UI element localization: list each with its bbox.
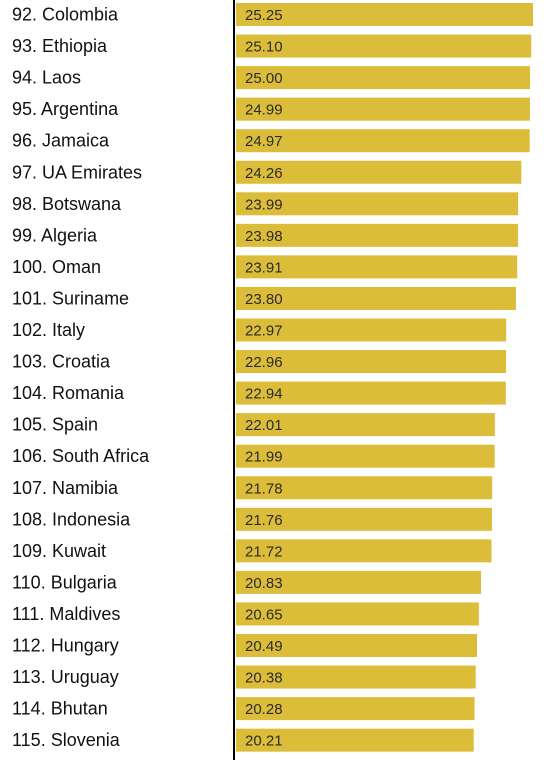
bar-value-label: 21.78 [245, 480, 283, 497]
bar-value-label: 25.00 [245, 70, 283, 87]
bar-value-label: 21.99 [245, 449, 283, 466]
bar-value-label: 20.38 [245, 670, 283, 687]
bar-value-label: 22.94 [245, 386, 283, 403]
bar [236, 192, 519, 216]
bar [236, 34, 532, 58]
category-label: 102. Italy [12, 320, 85, 340]
category-label: 97. UA Emirates [12, 162, 142, 182]
category-label: 92. Colombia [12, 5, 119, 25]
category-label: 106. South Africa [12, 446, 150, 466]
category-label: 112. Hungary [12, 636, 119, 656]
bar [236, 697, 475, 721]
bar-value-label: 23.99 [245, 196, 283, 213]
category-label: 107. Namibia [12, 478, 119, 498]
category-label: 111. Maldives [12, 604, 120, 624]
category-label: 94. Laos [12, 68, 81, 88]
bar [236, 223, 519, 247]
category-label: 100. Oman [12, 257, 101, 277]
bar-value-label: 25.10 [245, 39, 283, 56]
bar-value-label: 23.80 [245, 291, 283, 308]
bar [236, 728, 474, 752]
category-label: 96. Jamaica [12, 131, 110, 151]
category-label: 99. Algeria [12, 225, 98, 245]
bar [236, 444, 495, 468]
category-label: 115. Slovenia [12, 730, 121, 750]
bar [236, 634, 478, 657]
bar [236, 381, 506, 405]
bar [236, 413, 495, 437]
bar-value-label: 22.01 [245, 417, 283, 434]
bar [236, 66, 531, 90]
bar [236, 318, 507, 342]
bar [236, 97, 530, 121]
bar-value-label: 20.83 [245, 575, 283, 592]
bar [236, 570, 482, 594]
bar-value-label: 25.25 [245, 7, 283, 24]
bar-value-label: 24.26 [245, 165, 283, 182]
bar-value-label: 22.97 [245, 323, 283, 340]
bar [236, 476, 493, 500]
bar-value-label: 22.96 [245, 354, 283, 371]
bar-value-label: 24.99 [245, 102, 283, 119]
bar [236, 665, 476, 689]
bar [236, 539, 492, 563]
category-label: 93. Ethiopia [12, 36, 108, 56]
bar-value-label: 21.72 [245, 543, 283, 560]
bar [236, 507, 492, 531]
bar-value-label: 24.97 [245, 133, 283, 150]
category-label: 110. Bulgaria [12, 572, 118, 592]
category-label: 103. Croatia [12, 352, 111, 372]
category-label: 105. Spain [12, 415, 98, 435]
bar [236, 286, 516, 310]
category-label: 113. Uruguay [12, 667, 119, 687]
bar [236, 350, 507, 374]
bar [236, 255, 518, 279]
bar-value-label: 20.49 [245, 638, 283, 655]
category-label: 114. Bhutan [12, 699, 108, 719]
bar [236, 129, 530, 153]
bar [236, 160, 522, 184]
bar-value-label: 20.28 [245, 701, 283, 718]
bar-value-label: 23.91 [245, 259, 283, 276]
category-label: 108. Indonesia [12, 509, 131, 529]
bar-value-label: 20.21 [245, 733, 283, 750]
bar-value-label: 23.98 [245, 228, 283, 245]
category-label: 98. Botswana [12, 194, 122, 214]
bar-value-label: 20.65 [245, 606, 283, 623]
category-label: 95. Argentina [12, 99, 119, 119]
bar-value-label: 21.76 [245, 512, 283, 529]
category-label: 109. Kuwait [12, 541, 106, 561]
bar [236, 3, 533, 26]
category-label: 101. Suriname [12, 288, 129, 308]
category-label: 104. Romania [12, 383, 125, 403]
bar [236, 602, 479, 626]
